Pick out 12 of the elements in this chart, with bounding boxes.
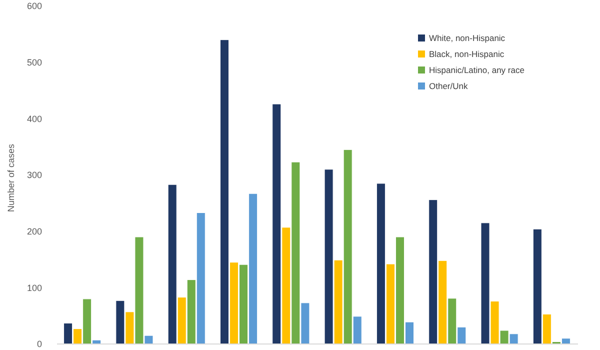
legend-label: Black, non-Hispanic [429,48,505,59]
y-tick-label: 400 [26,114,42,124]
legend-label: Other/Unk [429,80,468,91]
y-tick-label: 0 [36,339,42,350]
y-tick-label: 300 [26,170,42,180]
y-tick-label: 500 [26,57,42,68]
y-tick-label: 100 [26,282,42,293]
y-tick-label: 600 [26,1,42,12]
legend-label: White, non-Hispanic [429,32,506,43]
y-tick-label: 200 [26,226,42,236]
legend-label: Hispanic/Latino, any race [429,64,525,75]
y-axis-title: Number of cases [6,143,16,212]
